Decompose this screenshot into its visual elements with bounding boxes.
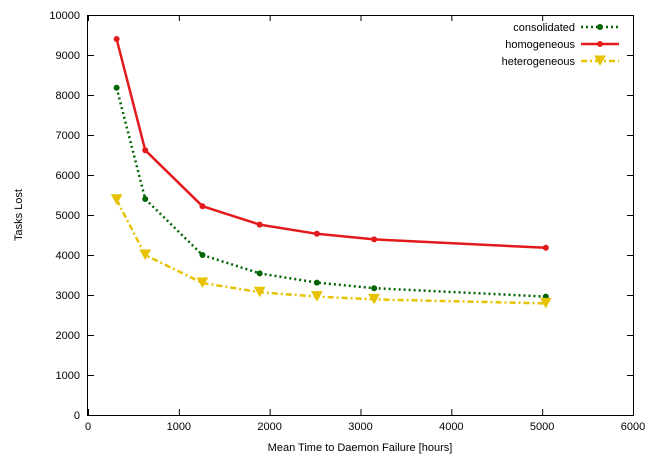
x-tick-label: 3000 <box>348 421 372 433</box>
data-point-homogeneous <box>113 36 120 42</box>
series-layer <box>110 36 552 309</box>
legend-label: homogeneous <box>505 39 575 51</box>
data-point-heterogeneous <box>311 291 323 302</box>
data-point-heterogeneous <box>196 277 209 289</box>
data-point-homogeneous <box>313 230 320 237</box>
axis-ticks: 0 1000 2000 3000 4000 5000 6000 0 1000 2000 3000 40… <box>49 10 645 433</box>
x-tick-label: 2000 <box>257 421 281 433</box>
legend-item-consolidated: consolidated <box>513 22 619 34</box>
legend-marker-consolidated <box>597 24 603 30</box>
data-point-homogeneous <box>371 236 378 243</box>
data-point-homogeneous <box>542 244 549 251</box>
plot-frame <box>87 15 634 416</box>
y-tick-label: 6000 <box>56 170 80 182</box>
x-tick-label: 1000 <box>167 421 191 433</box>
x-axis-label: Mean Time to Daemon Failure [hours] <box>268 442 453 454</box>
legend-item-heterogeneous: heterogeneous <box>502 55 619 68</box>
data-point-homogeneous <box>199 203 206 210</box>
legend-label: heterogeneous <box>502 56 576 68</box>
x-tick-label: 4000 <box>439 421 463 433</box>
data-point-consolidated <box>199 252 206 258</box>
data-point-heterogeneous <box>139 249 152 261</box>
y-tick-label: 0 <box>74 410 80 422</box>
y-tick-label: 9000 <box>56 50 80 62</box>
x-tick-label: 5000 <box>530 421 554 433</box>
series-heterogeneous <box>110 194 552 309</box>
y-tick-label: 5000 <box>56 210 80 222</box>
data-point-heterogeneous <box>253 286 266 298</box>
data-point-homogeneous <box>142 147 149 154</box>
x-tick-label: 6000 <box>621 421 645 433</box>
legend-item-homogeneous: homogeneous <box>505 39 619 51</box>
legend-label: consolidated <box>513 22 575 34</box>
data-point-homogeneous <box>256 221 263 228</box>
y-tick-label: 1000 <box>56 370 80 382</box>
series-homogeneous <box>113 36 549 251</box>
data-point-consolidated <box>142 196 149 202</box>
data-point-consolidated <box>256 270 263 277</box>
series-line-consolidated <box>115 87 546 298</box>
series-line-heterogeneous <box>115 199 546 305</box>
y-tick-label: 3000 <box>56 290 80 302</box>
legend-marker-homogeneous <box>597 41 603 47</box>
y-tick-label: 8000 <box>56 90 80 102</box>
data-point-consolidated <box>371 285 378 292</box>
y-axis-label: Tasks Lost <box>13 189 25 241</box>
legend-marker-heterogeneous <box>594 55 606 67</box>
data-point-consolidated <box>113 84 120 91</box>
series-consolidated <box>113 84 549 300</box>
y-tick-label: 7000 <box>56 130 80 142</box>
y-tick-label: 2000 <box>56 330 80 342</box>
data-point-heterogeneous <box>110 194 123 205</box>
legend: consolidated homogeneous heterogeneous <box>502 22 619 68</box>
y-tick-label: 10000 <box>49 10 80 22</box>
data-point-consolidated <box>313 279 320 286</box>
series-line-homogeneous <box>115 38 546 250</box>
data-point-heterogeneous <box>539 297 552 309</box>
x-tick-label: 0 <box>85 421 91 433</box>
data-point-heterogeneous <box>368 293 380 305</box>
y-tick-label: 4000 <box>56 250 80 262</box>
